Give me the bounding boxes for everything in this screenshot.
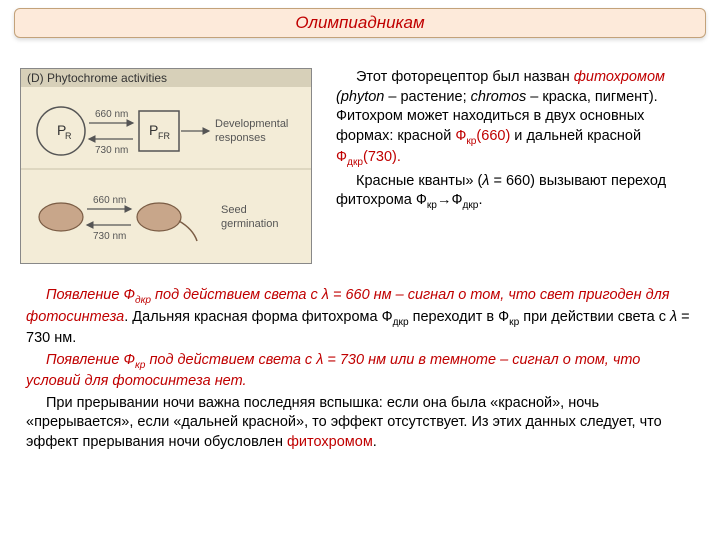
bt-p1: Появление Фдкр под действием света с λ =… xyxy=(26,286,694,349)
diagram-svg: (D) Phytochrome activities P R P FR 660 … xyxy=(21,69,311,265)
rt-p1e: chromos xyxy=(471,89,527,105)
rt-p1a: Этот фоторецептор был назван xyxy=(356,69,574,85)
bt-p1d: переходит в Ф xyxy=(409,309,510,325)
rt-p1g: Фкр(660) xyxy=(455,128,510,144)
bt-p1e: при действии света с xyxy=(519,309,670,325)
rt-p2e: . xyxy=(478,192,482,208)
rt-p2a: Красные кванты» ( xyxy=(356,173,482,189)
rt-p2d: →Ф xyxy=(437,192,463,208)
rt-p1b: фитохромом xyxy=(574,69,665,85)
bt-p2: Появление Фкр под действием света с λ = … xyxy=(26,351,694,392)
bt-p2-red: Появление Фкр под действием света с λ = … xyxy=(26,352,640,390)
rt-p2: Красные кванты» (λ = 660) вызывают перех… xyxy=(336,172,700,213)
bottom-text-block: Появление Фдкр под действием света с λ =… xyxy=(26,286,694,453)
svg-text:germination: germination xyxy=(221,218,278,230)
svg-text:Seed: Seed xyxy=(221,204,247,216)
rt-p1j: Фдкр(730). xyxy=(336,149,401,165)
rt-p1: Этот фоторецептор был назван фитохромом … xyxy=(336,68,700,170)
svg-text:730 nm: 730 nm xyxy=(95,145,128,156)
rt-p1c: (phyton xyxy=(336,89,384,105)
bt-p3c: . xyxy=(373,434,377,450)
rt-p2c-sub: кр xyxy=(427,200,437,211)
right-text-block: Этот фоторецептор был назван фитохромом … xyxy=(336,68,700,264)
svg-text:660 nm: 660 nm xyxy=(95,109,128,120)
svg-text:FR: FR xyxy=(158,131,170,141)
svg-text:730 nm: 730 nm xyxy=(93,231,126,242)
phytochrome-diagram: (D) Phytochrome activities P R P FR 660 … xyxy=(20,68,312,264)
svg-text:660 nm: 660 nm xyxy=(93,195,126,206)
diagram-header: (D) Phytochrome activities xyxy=(27,71,167,85)
svg-text:P: P xyxy=(149,122,158,138)
rt-p2d-sub: дкр xyxy=(462,200,478,211)
svg-text:R: R xyxy=(65,131,72,141)
svg-text:responses: responses xyxy=(215,132,266,144)
rt-p1i: и дальней красной xyxy=(510,128,641,144)
content-row: (D) Phytochrome activities P R P FR 660 … xyxy=(20,68,700,264)
bt-p1c: . Дальняя красная форма фитохрома Ф xyxy=(124,309,392,325)
bt-p1c-sub: дкр xyxy=(393,316,409,327)
rt-p1d: – растение; xyxy=(384,89,470,105)
svg-text:Developmental: Developmental xyxy=(215,118,288,130)
bt-p1d-sub: кр xyxy=(509,316,519,327)
title-bar: Олимпиадникам xyxy=(14,8,706,38)
title-text: Олимпиадникам xyxy=(295,13,424,32)
bt-p3: При прерывании ночи важна последняя вспы… xyxy=(26,394,694,453)
bt-p3b: фитохромом xyxy=(287,434,373,450)
